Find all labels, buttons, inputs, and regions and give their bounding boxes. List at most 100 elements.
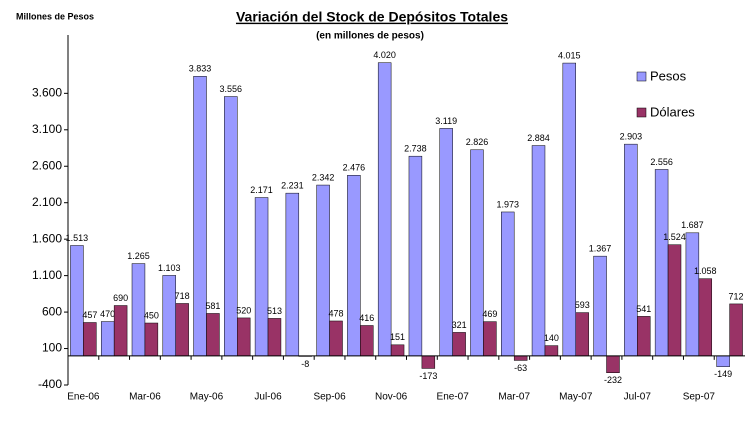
y-tick-label: 3.100 (32, 122, 62, 136)
value-label: 593 (575, 300, 590, 310)
bar (667, 244, 682, 357)
value-label: 140 (544, 333, 559, 343)
value-label: 457 (82, 310, 97, 320)
value-label: 1.103 (158, 263, 181, 273)
value-label: 2.884 (527, 133, 550, 143)
value-label: 450 (144, 310, 159, 320)
y-tick-label: 3.600 (32, 86, 62, 100)
bar (83, 322, 97, 357)
y-tick-label: 100 (42, 341, 62, 355)
y-tick-label: 600 (42, 304, 62, 318)
value-label: 712 (729, 291, 744, 301)
x-tick-label: Ene-06 (67, 392, 100, 403)
bar (513, 355, 528, 361)
value-label: 1.687 (681, 220, 704, 230)
bar (483, 321, 497, 357)
x-tick-label: May-06 (190, 392, 224, 403)
x-tick-label: Sep-06 (313, 392, 346, 403)
legend-swatch (636, 71, 647, 82)
y-tick-label: -400 (38, 377, 62, 391)
bar (144, 322, 159, 357)
bar (544, 345, 559, 357)
value-label: 718 (175, 291, 190, 301)
bar (267, 318, 282, 357)
x-tick-label: Ene-07 (437, 392, 470, 403)
value-label: 2.903 (620, 132, 643, 142)
bar (575, 312, 589, 357)
value-label: 478 (329, 308, 344, 318)
bar (175, 303, 189, 357)
bar (716, 355, 730, 367)
x-tick-label: Mar-06 (129, 392, 161, 403)
value-label: 4.020 (373, 50, 396, 60)
bar (624, 143, 638, 357)
bar (421, 355, 436, 369)
value-label: 2.171 (250, 185, 273, 195)
value-label: 1.058 (694, 266, 717, 276)
x-tick-label: May-07 (559, 392, 593, 403)
bar (408, 155, 423, 357)
x-tick-label: Sep-07 (683, 392, 716, 403)
legend-swatch (636, 107, 647, 118)
bar (637, 316, 651, 357)
y-tick-label: 2.600 (32, 158, 62, 172)
bar (593, 255, 607, 357)
legend-label: Dólares (650, 104, 695, 119)
x-tick-label: Mar-07 (498, 392, 530, 403)
value-label: 520 (236, 305, 251, 315)
bar (285, 192, 300, 357)
bar (562, 62, 576, 357)
value-label: -173 (419, 371, 437, 381)
bar (193, 76, 207, 357)
bar (360, 325, 374, 357)
legend: Pesos Dólares (636, 68, 695, 119)
value-label: -232 (604, 375, 622, 385)
bar (162, 275, 176, 357)
value-label: 3.119 (435, 116, 457, 126)
value-label: -63 (514, 363, 527, 373)
value-label: 2.476 (343, 163, 366, 173)
value-label: 2.342 (312, 172, 335, 182)
bar (685, 232, 700, 357)
y-axis-label: Millones de Pesos (16, 11, 94, 21)
legend-label: Pesos (650, 68, 687, 83)
value-label: -8 (301, 359, 309, 369)
bar (347, 175, 361, 357)
bar (606, 355, 620, 374)
bar (254, 197, 269, 357)
bar (531, 145, 546, 357)
bar (316, 184, 330, 357)
bar (70, 245, 84, 357)
value-label: 690 (113, 293, 128, 303)
value-label: 1.367 (589, 244, 612, 254)
bar (377, 62, 392, 357)
value-label: 541 (636, 304, 651, 314)
value-label: 3.833 (189, 64, 212, 74)
y-tick-label: 1.100 (32, 268, 62, 282)
x-tick-label: Nov-06 (375, 392, 408, 403)
bar (390, 344, 405, 357)
value-label: 416 (359, 313, 374, 323)
bar (452, 332, 466, 357)
value-label: 151 (390, 332, 405, 342)
bar (729, 303, 743, 357)
y-tick-label: 1.600 (32, 231, 62, 245)
chart-title: Variación del Stock de Depósitos Totales (236, 9, 508, 25)
value-label: 3.556 (220, 84, 243, 94)
bar (237, 317, 251, 357)
chart-subtitle: (en millones de pesos) (316, 31, 424, 42)
bar (100, 321, 115, 357)
value-label: -149 (714, 369, 732, 379)
value-label: 4.015 (558, 50, 581, 60)
value-label: 469 (482, 309, 497, 319)
value-label: 2.556 (650, 157, 673, 167)
value-label: 470 (100, 309, 115, 319)
value-label: 321 (452, 320, 467, 330)
value-label: 581 (205, 301, 220, 311)
x-tick-label: Jul-07 (624, 392, 652, 403)
bar (501, 211, 515, 357)
y-tick-label: 2.100 (32, 195, 62, 209)
value-label: 1.973 (496, 199, 519, 209)
value-label: 513 (267, 306, 282, 316)
bar (224, 96, 238, 357)
